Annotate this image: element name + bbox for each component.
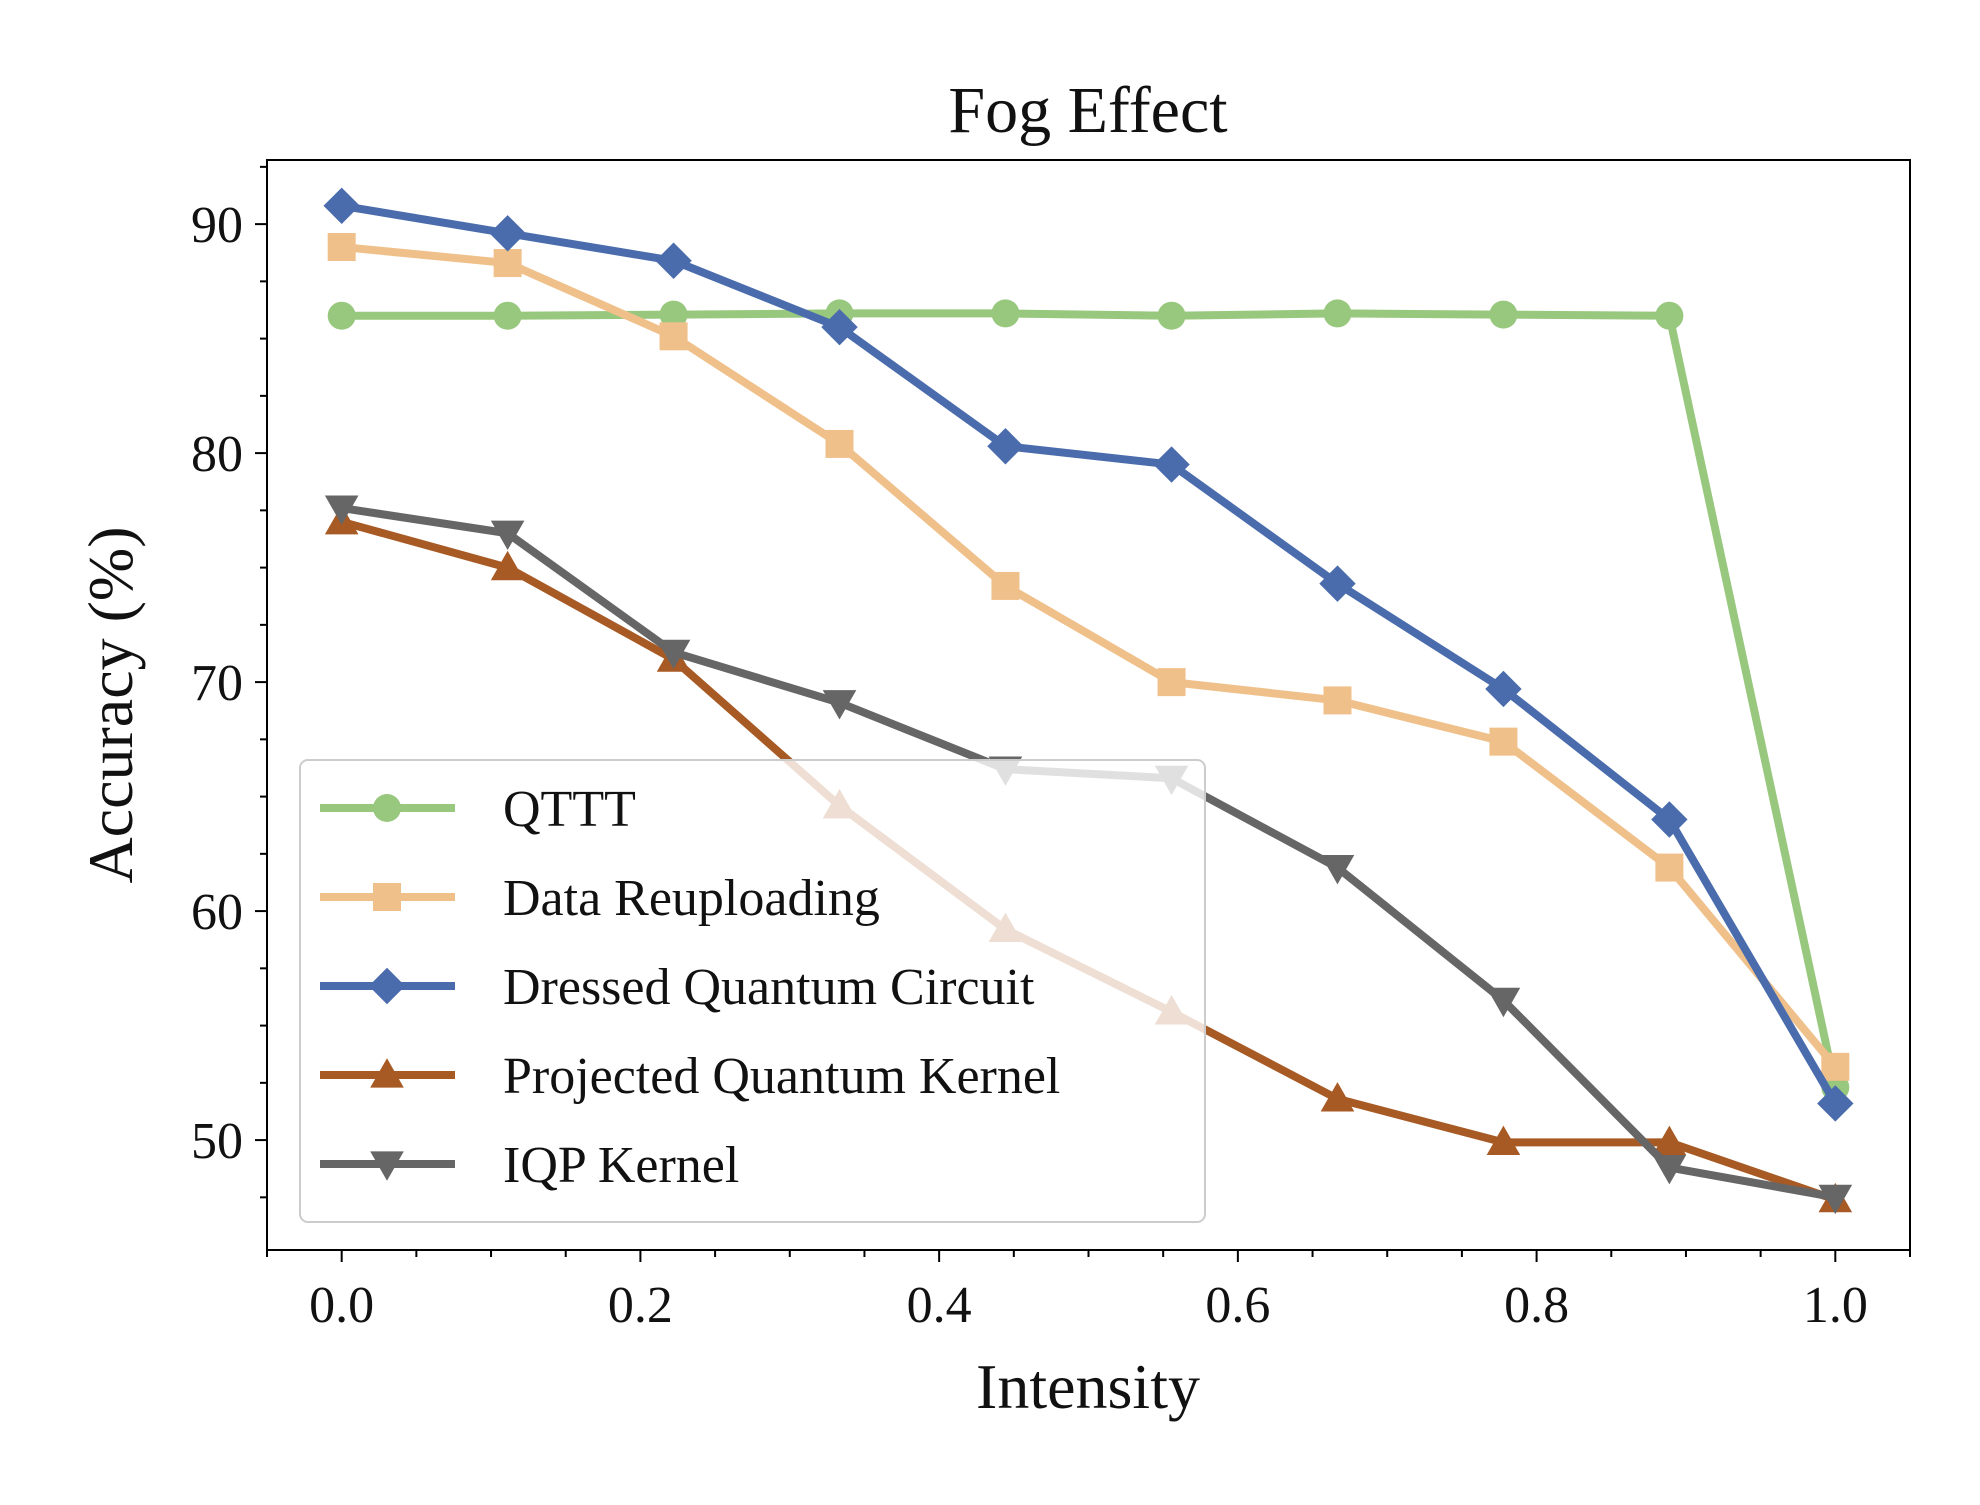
legend-entry: Dressed Quantum Circuit <box>320 959 1035 1016</box>
data-point <box>991 299 1020 328</box>
legend-label: Dressed Quantum Circuit <box>503 959 1035 1016</box>
series-2 <box>323 187 1854 1122</box>
data-point <box>490 520 525 551</box>
data-point <box>327 233 356 262</box>
data-point <box>825 429 854 458</box>
series-line <box>337 243 1840 1071</box>
x-axis-label: Intensity <box>976 1351 1200 1422</box>
data-point <box>1323 299 1352 328</box>
data-point <box>1821 1052 1850 1081</box>
x-tick-label: 1.0 <box>1803 1277 1868 1334</box>
data-point <box>1320 854 1355 885</box>
x-tick-label: 0.0 <box>309 1277 374 1334</box>
legend-marker <box>368 967 406 1005</box>
data-point <box>489 215 526 252</box>
data-point <box>1489 300 1518 329</box>
legend: QTTT Data Reuploading Dressed Quantum Circ… <box>299 759 1206 1223</box>
data-point <box>987 428 1024 465</box>
data-point <box>1486 1125 1521 1155</box>
data-point <box>1652 1125 1687 1155</box>
data-point <box>1655 301 1684 330</box>
data-point <box>1153 446 1190 483</box>
data-point <box>1817 1085 1854 1122</box>
data-point <box>1319 565 1356 602</box>
y-tick-label: 50 <box>191 1113 243 1170</box>
legend-label: IQP Kernel <box>503 1137 739 1194</box>
y-tick-label: 90 <box>191 197 243 254</box>
legend-entry: Data Reuploading <box>320 870 880 927</box>
legend-marker <box>373 794 401 822</box>
data-point <box>1651 801 1688 838</box>
data-point <box>323 187 360 224</box>
legend-entry: Projected Quantum Kernel <box>320 1048 1060 1105</box>
data-point <box>1157 668 1186 697</box>
data-point <box>327 301 356 330</box>
y-tick-label: 70 <box>191 655 243 712</box>
series-1 <box>327 233 1850 1081</box>
data-point <box>1818 1184 1853 1215</box>
data-point <box>1486 987 1521 1018</box>
data-point <box>1489 727 1518 756</box>
legend-label: Data Reuploading <box>503 870 880 927</box>
data-point <box>659 322 688 351</box>
x-tick-label: 0.4 <box>907 1277 972 1334</box>
series-line <box>337 201 1840 1108</box>
data-point <box>1485 670 1522 708</box>
data-point <box>656 639 691 670</box>
data-point <box>659 300 688 329</box>
legend-marker <box>373 883 401 911</box>
data-point <box>1323 686 1352 715</box>
legend-entry: QTTT <box>320 781 636 838</box>
data-point <box>493 301 522 330</box>
data-point <box>1157 301 1186 330</box>
data-point <box>991 571 1020 600</box>
y-tick-label: 60 <box>191 884 243 941</box>
x-tick-label: 0.8 <box>1504 1277 1569 1334</box>
data-point <box>1655 853 1684 882</box>
legend-box <box>299 759 1206 1223</box>
y-axis-label: Accuracy (%) <box>75 526 146 883</box>
legend-label: Projected Quantum Kernel <box>503 1048 1060 1105</box>
x-tick-label: 0.2 <box>608 1277 673 1334</box>
legend-marker <box>370 1151 404 1181</box>
legend-label: QTTT <box>503 781 636 838</box>
data-point <box>821 308 858 346</box>
data-point <box>324 495 359 525</box>
ticks: 0.0 0.2 0.4 0.6 0.8 1.0 50 60 70 80 90 <box>191 165 1911 1334</box>
data-point <box>655 242 692 279</box>
data-point <box>1320 1082 1355 1112</box>
data-point <box>1652 1154 1687 1185</box>
legend-entry: IQP Kernel <box>320 1137 739 1194</box>
series-line <box>337 309 1840 1092</box>
chart-title: Fog Effect <box>948 74 1227 147</box>
data-point <box>490 550 525 581</box>
x-tick-label: 0.6 <box>1205 1277 1270 1334</box>
data-point <box>822 690 857 720</box>
y-tick-label: 80 <box>191 426 243 483</box>
data-point <box>493 249 522 278</box>
legend-marker <box>370 1058 404 1088</box>
